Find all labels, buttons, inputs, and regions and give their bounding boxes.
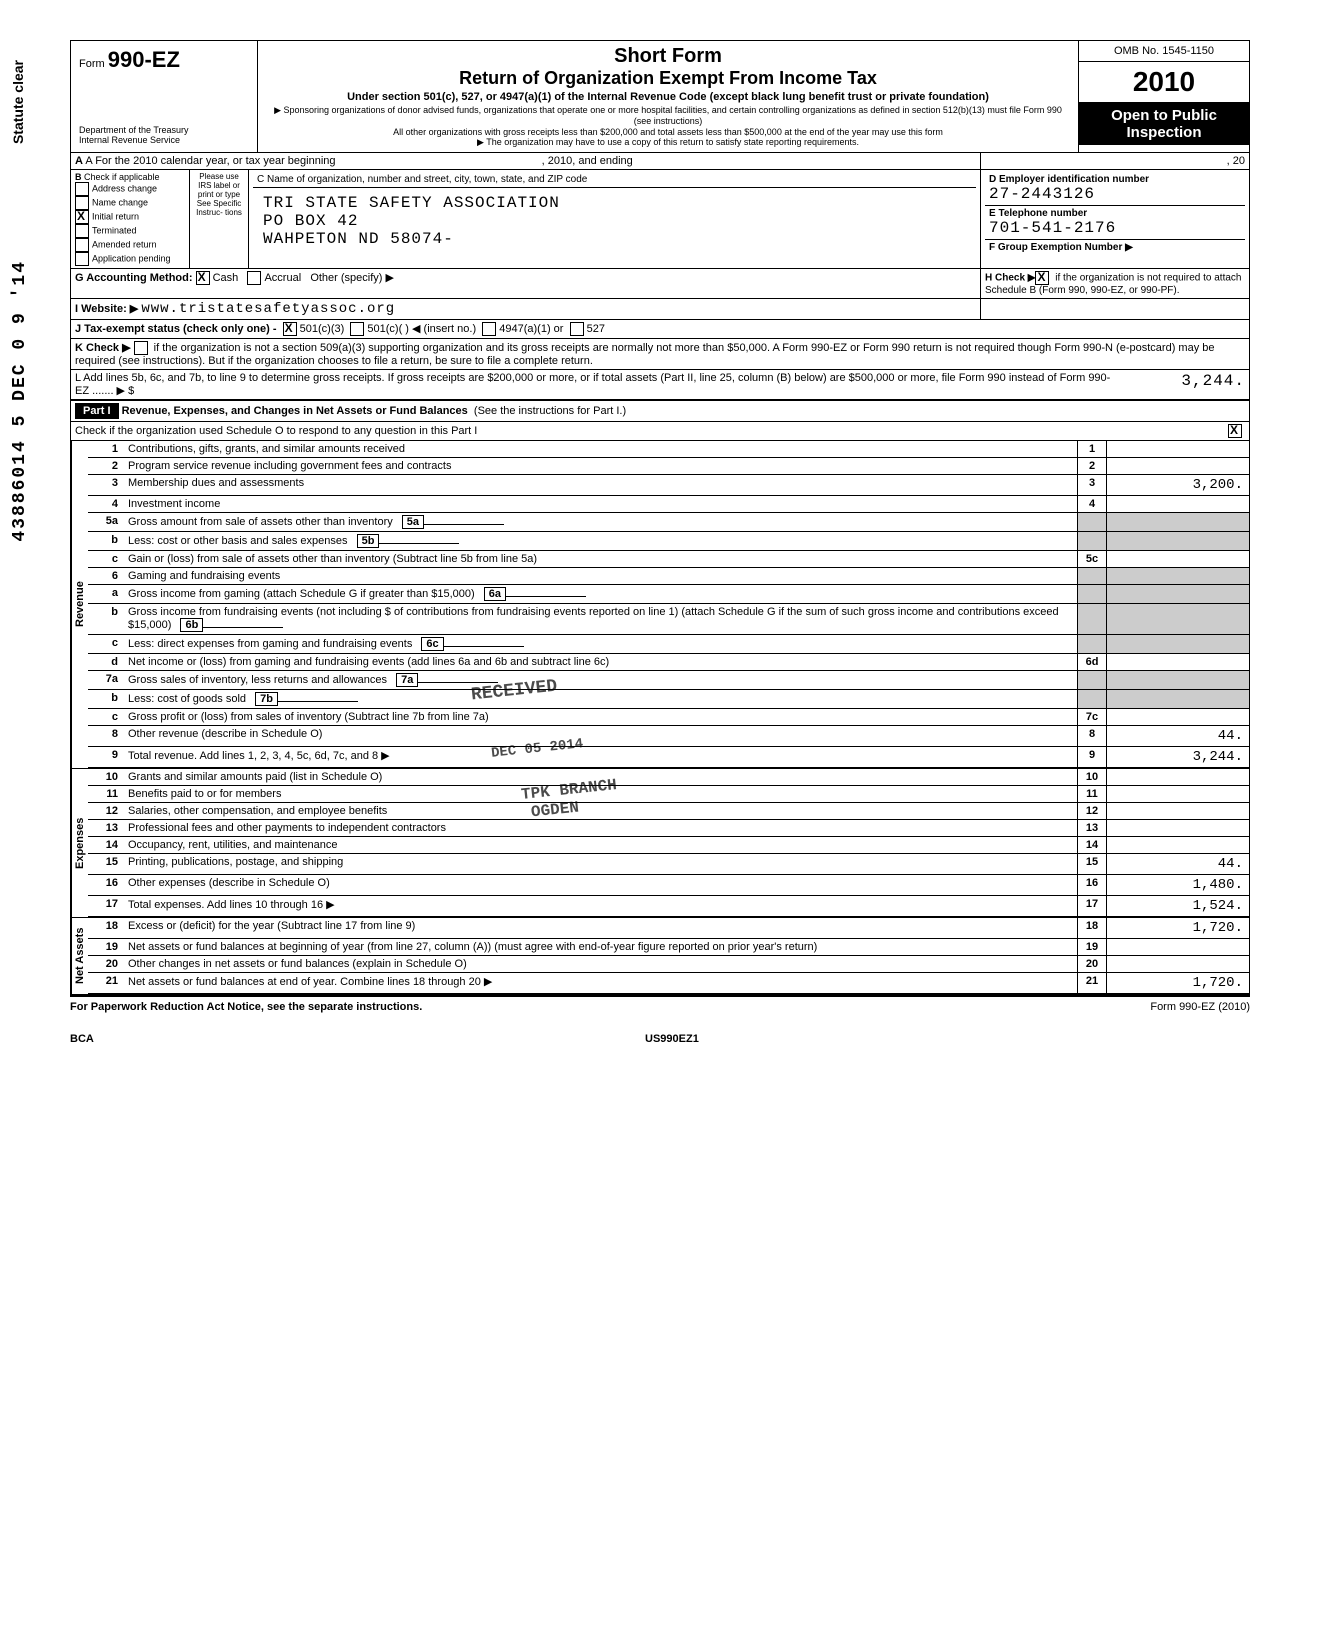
line-3: 3Membership dues and assessments33,200. <box>88 475 1249 496</box>
line-13: 13Professional fees and other payments t… <box>88 820 1249 837</box>
schedule-o-checkbox[interactable] <box>1228 424 1242 438</box>
line-14: 14Occupancy, rent, utilities, and mainte… <box>88 837 1249 854</box>
section-c-label: C Name of organization, number and stree… <box>253 172 976 188</box>
form-container: Form 990-EZ Department of the Treasury I… <box>70 40 1250 997</box>
b-check-4[interactable]: Amended return <box>75 238 185 252</box>
expenses-label: Expenses <box>71 769 88 917</box>
irs-label: Internal Revenue Service <box>79 136 249 146</box>
revenue-label: Revenue <box>71 441 88 768</box>
b-check-2[interactable]: Initial return <box>75 210 185 224</box>
part1-check-text: Check if the organization used Schedule … <box>75 425 477 437</box>
line-7b: bLess: cost of goods sold 7b <box>88 690 1249 709</box>
line-l-value: 3,244. <box>1115 372 1245 397</box>
ein-label: D Employer identification number <box>989 174 1241 185</box>
line-g-label: G Accounting Method: <box>75 272 193 284</box>
tax-year: 2010 <box>1079 62 1249 103</box>
line-5a: 5aGross amount from sale of assets other… <box>88 513 1249 532</box>
form-number: Form 990-EZ <box>79 47 249 73</box>
line-20: 20Other changes in net assets or fund ba… <box>88 956 1249 973</box>
section-b: B Check if applicable Address changeName… <box>71 170 190 268</box>
501c-checkbox[interactable] <box>350 322 364 336</box>
b-check-3[interactable]: Terminated <box>75 224 185 238</box>
line-5c: cGain or (loss) from sale of assets othe… <box>88 551 1249 568</box>
line-1: 1Contributions, gifts, grants, and simil… <box>88 441 1249 458</box>
line-15: 15Printing, publications, postage, and s… <box>88 854 1249 875</box>
line-l-text: L Add lines 5b, 6c, and 7b, to line 9 to… <box>75 372 1115 397</box>
line-7c: cGross profit or (loss) from sales of in… <box>88 709 1249 726</box>
b-check-5[interactable]: Application pending <box>75 252 185 266</box>
bca-label: BCA <box>70 1033 94 1045</box>
open-public: Open to Public Inspection <box>1079 103 1249 145</box>
part1-title: Revenue, Expenses, and Changes in Net As… <box>122 405 468 417</box>
line-6d: dNet income or (loss) from gaming and fu… <box>88 654 1249 671</box>
501c3-checkbox[interactable] <box>283 322 297 336</box>
form-title-2: Return of Organization Exempt From Incom… <box>266 68 1070 89</box>
label-instructions: Please use IRS label or print or type Se… <box>190 170 249 268</box>
omb-number: OMB No. 1545-1150 <box>1079 41 1249 62</box>
cash-checkbox[interactable] <box>196 271 210 285</box>
schedule-b-checkbox[interactable] <box>1035 271 1049 285</box>
group-exemption-label: F Group Exemption Number ▶ <box>989 242 1241 253</box>
line-6a: aGross income from gaming (attach Schedu… <box>88 585 1249 604</box>
4947-checkbox[interactable] <box>482 322 496 336</box>
line-6c: cLess: direct expenses from gaming and f… <box>88 635 1249 654</box>
527-checkbox[interactable] <box>570 322 584 336</box>
line-6b: bGross income from fundraising events (n… <box>88 604 1249 635</box>
form-header: Form 990-EZ Department of the Treasury I… <box>71 41 1249 153</box>
org-address-2: WAHPETON ND 58074- <box>263 230 966 248</box>
netassets-label: Net Assets <box>71 918 88 994</box>
b-check-1[interactable]: Name change <box>75 196 185 210</box>
k-checkbox[interactable] <box>134 341 148 355</box>
line-18: 18Excess or (deficit) for the year (Subt… <box>88 918 1249 939</box>
website-value: www.tristatesafetyassoc.org <box>141 301 395 317</box>
form-code: US990EZ1 <box>645 1033 699 1045</box>
org-name: TRI STATE SAFETY ASSOCIATION <box>263 194 966 212</box>
line-8: 8Other revenue (describe in Schedule O)8… <box>88 726 1249 747</box>
accrual-checkbox[interactable] <box>247 271 261 285</box>
line-12: 12Salaries, other compensation, and empl… <box>88 803 1249 820</box>
line-4: 4Investment income4 <box>88 496 1249 513</box>
line-16: 16Other expenses (describe in Schedule O… <box>88 875 1249 896</box>
phone-value: 701-541-2176 <box>989 219 1241 237</box>
line-5b: bLess: cost or other basis and sales exp… <box>88 532 1249 551</box>
b-check-0[interactable]: Address change <box>75 182 185 196</box>
line-21: 21Net assets or fund balances at end of … <box>88 973 1249 994</box>
line-7a: 7aGross sales of inventory, less returns… <box>88 671 1249 690</box>
line-10: 10Grants and similar amounts paid (list … <box>88 769 1249 786</box>
form-note-3: The organization may have to use a copy … <box>266 137 1070 148</box>
part1-header: Part I <box>75 403 119 419</box>
form-title-1: Short Form <box>266 45 1070 68</box>
form-subtitle: Under section 501(c), 527, or 4947(a)(1)… <box>266 91 1070 103</box>
dln-stamp: 43886014 5 DEC 0 9 '14 <box>10 260 30 542</box>
form-note-2: All other organizations with gross recei… <box>266 127 1070 138</box>
line-k-text: if the organization is not a section 509… <box>75 342 1214 367</box>
line-11: 11Benefits paid to or for members11 <box>88 786 1249 803</box>
line-2: 2Program service revenue including gover… <box>88 458 1249 475</box>
phone-label: E Telephone number <box>989 208 1241 219</box>
line-17: 17Total expenses. Add lines 10 through 1… <box>88 896 1249 917</box>
part1-note: (See the instructions for Part I.) <box>474 405 626 417</box>
form-footer-right: Form 990-EZ (2010) <box>1150 1001 1250 1013</box>
line-: 6Gaming and fundraising events <box>88 568 1249 585</box>
org-address-1: PO BOX 42 <box>263 212 966 230</box>
statute-stamp: Statute clear <box>10 60 26 144</box>
line-a-row: A A For the 2010 calendar year, or tax y… <box>71 153 1249 170</box>
line-19: 19Net assets or fund balances at beginni… <box>88 939 1249 956</box>
form-note-1: Sponsoring organizations of donor advise… <box>266 105 1070 127</box>
ein-value: 27-2443126 <box>989 185 1241 203</box>
line-9: 9Total revenue. Add lines 1, 2, 3, 4, 5c… <box>88 747 1249 768</box>
paperwork-notice: For Paperwork Reduction Act Notice, see … <box>70 1001 422 1013</box>
